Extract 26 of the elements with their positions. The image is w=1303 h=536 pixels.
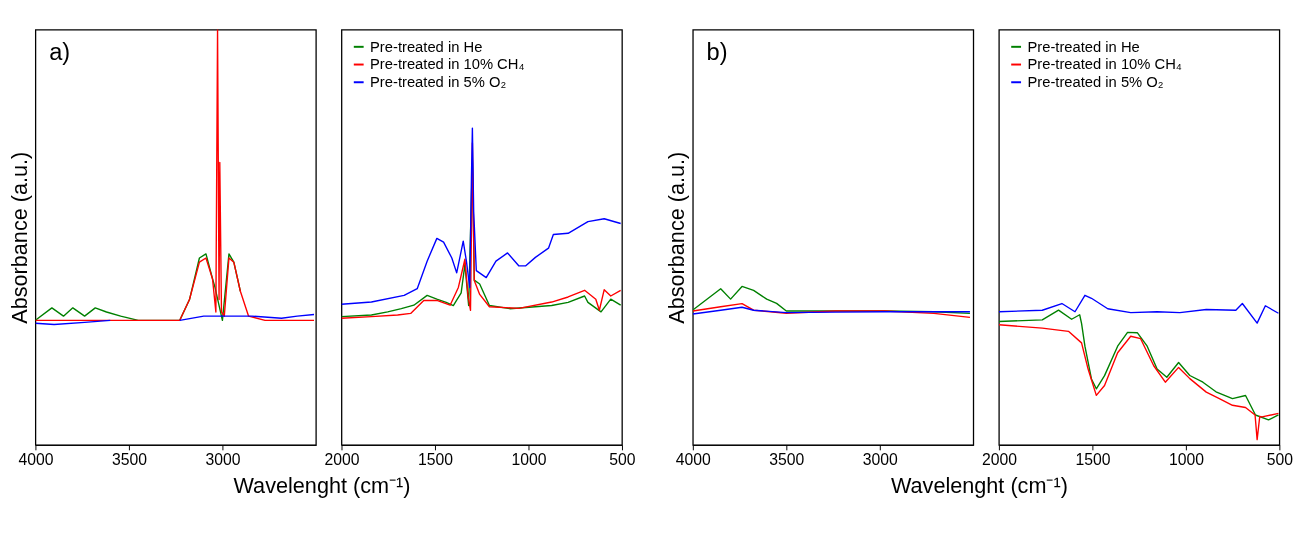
legend-label: Pre-treated in 5% O₂ — [1027, 74, 1164, 91]
legend-label: Pre-treated in He — [1027, 38, 1140, 55]
x-tick-label: 1000 — [511, 451, 547, 469]
x-tick-label: 500 — [1266, 451, 1294, 469]
legend-label: Pre-treated in 10% CH₄ — [370, 56, 525, 73]
annotation: a) — [49, 39, 71, 66]
x-tick-label: 3000 — [205, 451, 241, 469]
x-tick-label: 1500 — [1075, 451, 1111, 469]
x-tick-label: 2000 — [981, 451, 1018, 469]
legend-label: Pre-treated in He — [370, 38, 483, 55]
legend-label: Pre-treated in 5% O₂ — [370, 74, 507, 91]
x-tick-label: 1000 — [1168, 451, 1205, 469]
x-tick-label: 4000 — [675, 451, 712, 469]
x-tick-label: 3500 — [111, 451, 148, 469]
text: b) — [706, 39, 728, 66]
y-axis-title: Absorbance (a.u.) — [7, 151, 33, 324]
x-tick-label: 3000 — [862, 451, 899, 469]
x-tick-label: 4000 — [18, 451, 54, 469]
x-tick-label: 2000 — [324, 451, 360, 469]
x-axis-title: Wavelenght (cm⁻¹) — [890, 472, 1068, 498]
y-axis-title: Absorbance (a.u.) — [664, 151, 690, 324]
x-tick-label: 1500 — [417, 451, 454, 469]
x-tick-label: 3500 — [769, 451, 805, 469]
x-tick-label: 500 — [609, 451, 636, 469]
legend-label: Pre-treated in 10% CH₄ — [1027, 56, 1182, 73]
x-axis-title: Wavelenght (cm⁻¹) — [233, 472, 411, 498]
